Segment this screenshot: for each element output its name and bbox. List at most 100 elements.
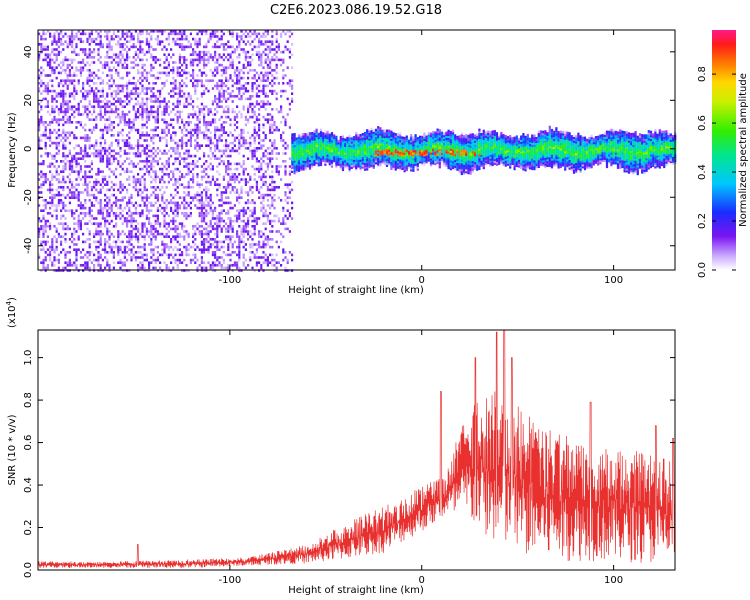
noise-cell <box>110 245 113 249</box>
noise-cell <box>132 43 135 46</box>
noise-cell <box>233 214 236 218</box>
noise-cell <box>128 56 131 59</box>
noise-cell <box>44 204 47 207</box>
noise-cell <box>49 121 52 124</box>
noise-cell <box>196 227 199 231</box>
signal-cell <box>359 147 362 151</box>
noise-cell <box>258 243 261 246</box>
noise-cell <box>152 56 155 59</box>
noise-cell <box>170 261 173 264</box>
noise-cell <box>68 167 71 171</box>
noise-cell <box>203 248 206 251</box>
noise-cell <box>62 69 65 72</box>
noise-cell <box>141 79 144 82</box>
noise-cell <box>255 71 258 75</box>
noise-cell <box>128 170 131 173</box>
signal-cell <box>348 154 351 157</box>
noise-cell <box>244 87 247 90</box>
noise-cell <box>77 157 80 160</box>
noise-cell <box>88 206 91 210</box>
noise-cell <box>277 152 280 155</box>
signal-cell <box>319 146 323 149</box>
noise-cell <box>236 126 239 129</box>
noise-cell <box>222 66 225 69</box>
noise-cell <box>68 121 71 124</box>
noise-cell <box>71 37 74 41</box>
noise-cell <box>104 102 107 106</box>
noise-cell <box>233 186 236 189</box>
noise-cell <box>269 50 272 54</box>
noise-cell <box>121 162 124 166</box>
signal-cell <box>317 144 320 147</box>
noise-cell <box>150 180 153 184</box>
noise-cell <box>178 126 181 129</box>
noise-cell <box>99 183 102 186</box>
signal-cell <box>304 142 307 146</box>
noise-cell <box>95 139 98 142</box>
noise-cell <box>172 95 175 98</box>
noise-cell <box>84 183 87 186</box>
noise-cell <box>112 82 115 85</box>
noise-cell <box>137 110 140 114</box>
noise-cell <box>211 121 214 124</box>
noise-cell <box>225 56 228 59</box>
noise-cell <box>132 105 135 108</box>
noise-cell <box>165 162 168 166</box>
noise-cell <box>258 170 261 173</box>
noise-cell <box>112 126 115 129</box>
noise-cell <box>134 186 137 189</box>
noise-cell <box>79 206 82 210</box>
noise-cell <box>119 97 122 101</box>
noise-cell <box>79 40 82 43</box>
noise-cell <box>60 71 63 75</box>
noise-cell <box>225 165 228 168</box>
noise-cell <box>71 157 74 160</box>
noise-cell <box>185 217 188 220</box>
noise-cell <box>262 89 265 93</box>
noise-cell <box>200 108 203 111</box>
signal-cell <box>293 156 296 159</box>
signal-cell <box>313 136 316 139</box>
signal-cell <box>359 149 362 153</box>
noise-cell <box>178 235 181 238</box>
noise-cell <box>141 113 144 116</box>
noise-cell <box>251 245 254 249</box>
noise-cell <box>134 212 137 215</box>
noise-cell <box>211 32 214 36</box>
noise-cell <box>115 243 118 246</box>
noise-cell <box>141 30 144 33</box>
noise-cell <box>82 212 85 215</box>
noise-cell <box>216 183 219 186</box>
noise-cell <box>57 222 60 225</box>
noise-cell <box>227 105 230 108</box>
signal-cell <box>308 155 312 158</box>
noise-cell <box>126 121 129 124</box>
noise-cell <box>218 45 221 49</box>
noise-cell <box>73 134 76 137</box>
noise-cell <box>60 30 63 33</box>
noise-cell <box>108 123 111 127</box>
noise-cell <box>249 61 252 64</box>
signal-cell <box>308 147 312 151</box>
noise-cell <box>165 199 168 202</box>
noise-cell <box>119 240 122 244</box>
noise-cell <box>161 87 164 90</box>
noise-cell <box>225 212 228 215</box>
noise-cell <box>229 141 232 145</box>
noise-cell <box>203 227 206 231</box>
noise-cell <box>152 191 155 194</box>
signal-cell <box>319 157 323 161</box>
noise-cell <box>44 126 47 129</box>
noise-cell <box>269 238 272 241</box>
noise-cell <box>236 121 239 124</box>
noise-cell <box>93 61 96 64</box>
noise-cell <box>130 61 133 64</box>
noise-cell <box>266 113 269 116</box>
noise-cell <box>38 56 41 59</box>
noise-cell <box>288 191 291 194</box>
signal-cell <box>355 133 358 137</box>
signal-cell <box>352 159 356 162</box>
noise-cell <box>183 71 186 75</box>
noise-cell <box>260 100 263 103</box>
noise-cell <box>90 37 93 41</box>
